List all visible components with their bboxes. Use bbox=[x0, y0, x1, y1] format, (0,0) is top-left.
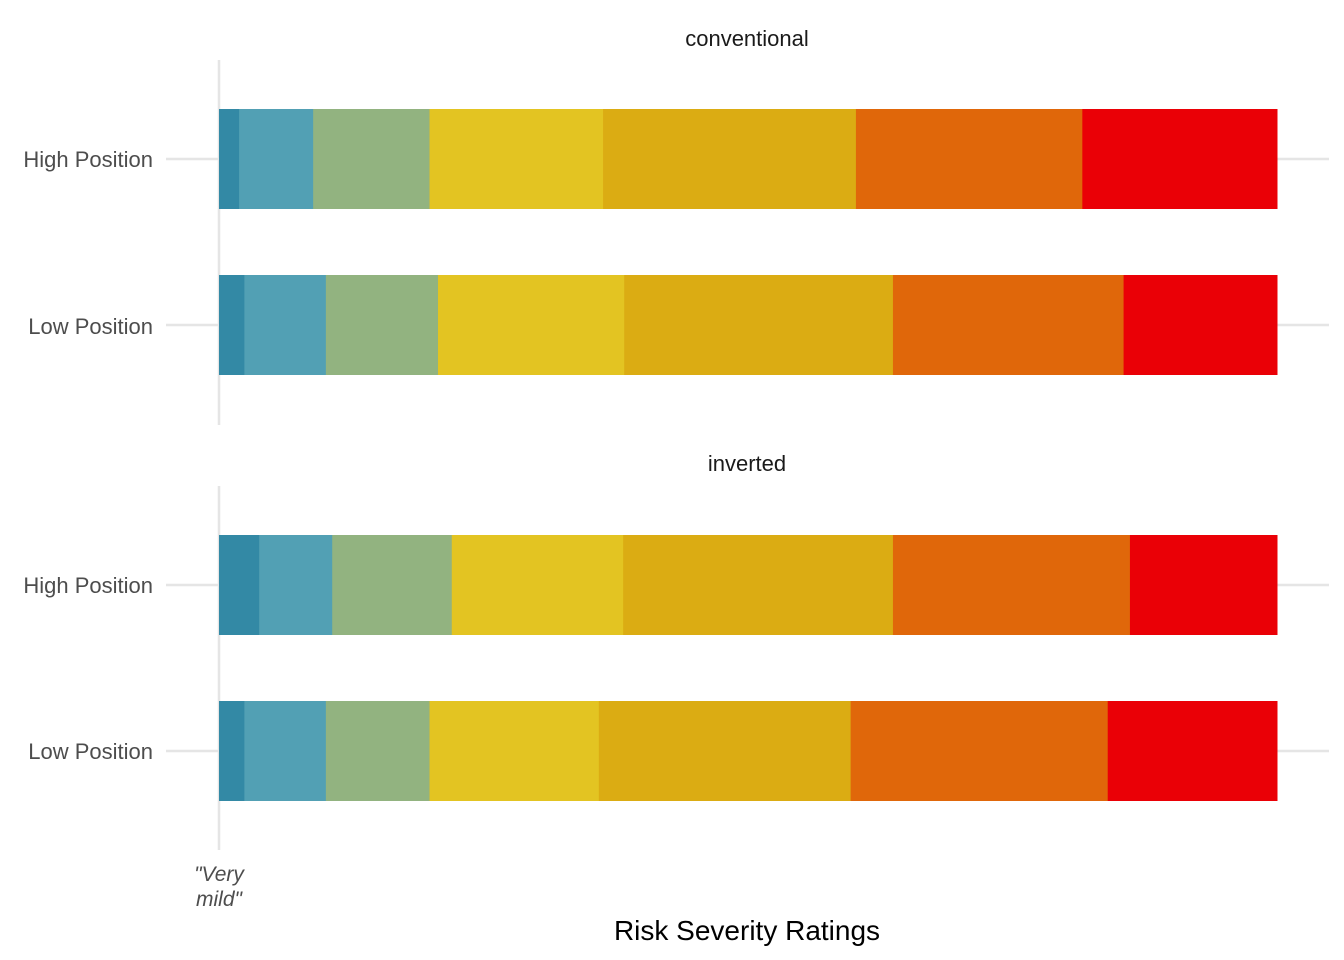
x-tick-label: "Very bbox=[194, 863, 245, 886]
bar-segment bbox=[598, 701, 852, 801]
y-tick-label: Low Position bbox=[28, 314, 153, 339]
bar-segment bbox=[855, 109, 1083, 209]
panel-conventional: conventional High Position Low Position bbox=[23, 26, 1329, 425]
bar-segment bbox=[1129, 535, 1278, 635]
bar-segment bbox=[325, 275, 439, 375]
panel-inverted: inverted High Position Low Position bbox=[23, 451, 1329, 850]
bar-group bbox=[219, 109, 1278, 375]
bar-segment bbox=[451, 535, 624, 635]
bar-segment bbox=[244, 701, 327, 801]
bar-segment bbox=[1107, 701, 1278, 801]
y-tick-label: Low Position bbox=[28, 739, 153, 764]
bar-segment bbox=[850, 701, 1109, 801]
y-tick-label: High Position bbox=[23, 147, 153, 172]
bar-segment bbox=[624, 275, 894, 375]
bar-segment bbox=[438, 275, 625, 375]
bar-segment bbox=[892, 535, 1131, 635]
bar-segment bbox=[429, 701, 600, 801]
bar-segment bbox=[332, 535, 453, 635]
bar-segment bbox=[219, 109, 240, 209]
bar-segment bbox=[603, 109, 857, 209]
x-tick-label: mild" bbox=[196, 888, 244, 911]
x-axis-label: Risk Severity Ratings bbox=[614, 915, 880, 946]
bar-segment bbox=[239, 109, 314, 209]
bar-segment bbox=[259, 535, 333, 635]
bar-segment bbox=[429, 109, 604, 209]
bar-segment bbox=[219, 535, 260, 635]
bar-segment bbox=[892, 275, 1125, 375]
bar-segment bbox=[244, 275, 327, 375]
bar-segment bbox=[1082, 109, 1278, 209]
bar-segment bbox=[325, 701, 431, 801]
bar-segment bbox=[1123, 275, 1278, 375]
panel-title-conventional: conventional bbox=[685, 26, 809, 51]
bar-segment bbox=[219, 275, 245, 375]
y-tick-label: High Position bbox=[23, 573, 153, 598]
panel-title-inverted: inverted bbox=[708, 451, 786, 476]
bar-segment bbox=[623, 535, 894, 635]
bar-segment bbox=[219, 701, 245, 801]
bar-segment bbox=[313, 109, 431, 209]
bar-group bbox=[219, 535, 1278, 801]
